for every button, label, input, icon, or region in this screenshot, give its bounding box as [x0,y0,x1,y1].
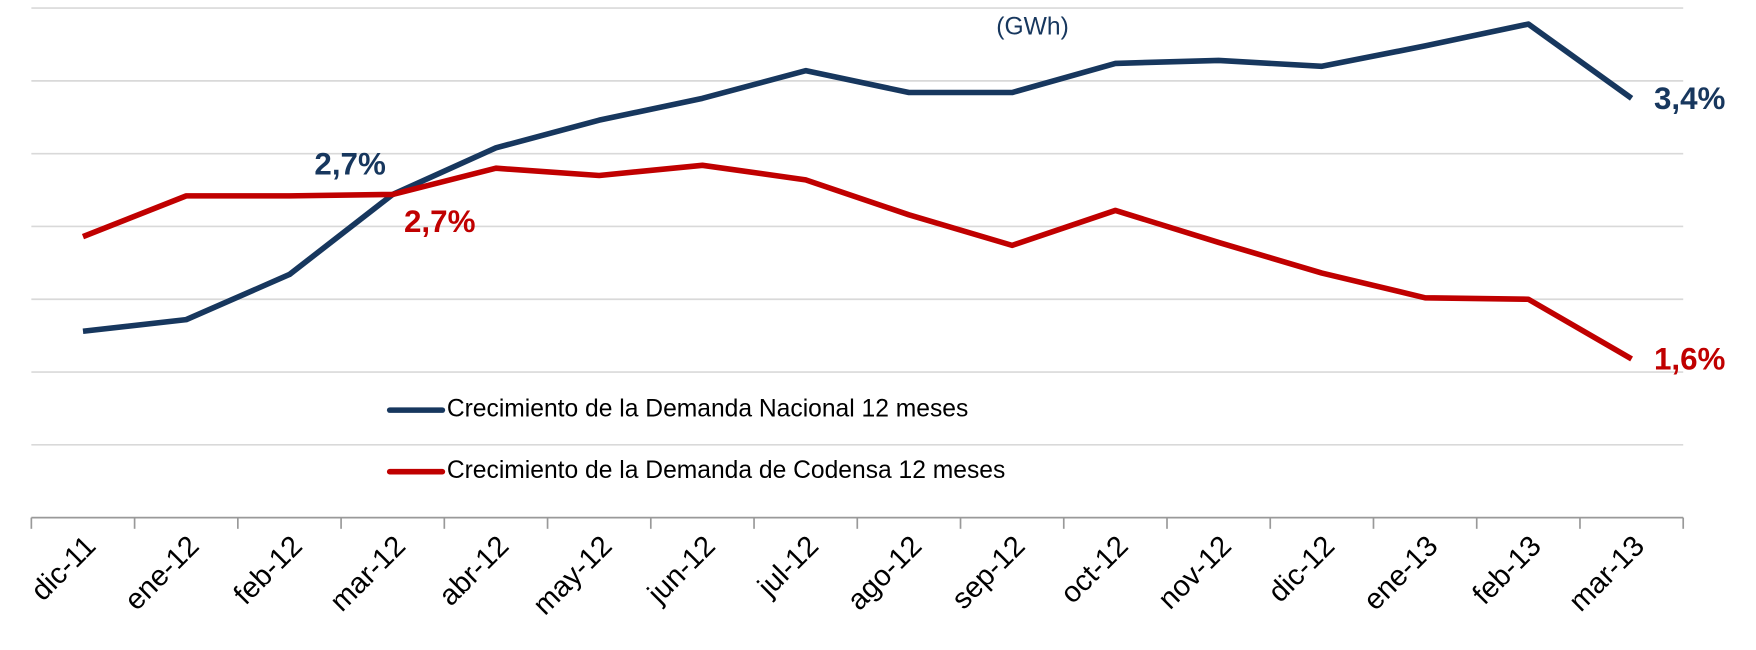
x-tick-label: feb-12 [228,530,309,611]
data-label: 1,6% [1654,341,1726,376]
series-line [82,21,1634,335]
chart-subtitle: (GWh) [996,14,1069,41]
legend-label: Crecimiento de la Demanda Nacional 12 me… [447,396,969,423]
x-tick-label: mar-12 [324,530,412,618]
x-tick-label: ago-12 [842,530,929,617]
x-tick-label: oct-12 [1055,530,1135,610]
x-tick-label: mar-13 [1563,530,1651,618]
x-tick-label: jun-12 [641,530,722,611]
x-tick-label: jul-12 [751,530,825,604]
data-label: 3,4% [1654,81,1726,116]
x-tick-label: nov-12 [1152,530,1238,616]
x-tick-label: sep-12 [946,530,1032,616]
x-tick-label: dic-11 [25,530,102,607]
legend-label: Crecimiento de la Demanda de Codensa 12 … [447,457,1005,484]
x-tick-label: ene-12 [119,530,206,617]
data-label: 2,7% [404,204,476,239]
series-line [81,162,1633,362]
x-tick-label: may-12 [527,530,618,621]
data-label: 2,7% [314,147,386,182]
x-tick-label: abr-12 [433,530,515,612]
x-tick-label: ene-13 [1358,530,1445,617]
x-tick-label: feb-13 [1467,530,1548,611]
x-tick-label: dic-12 [1263,530,1342,609]
